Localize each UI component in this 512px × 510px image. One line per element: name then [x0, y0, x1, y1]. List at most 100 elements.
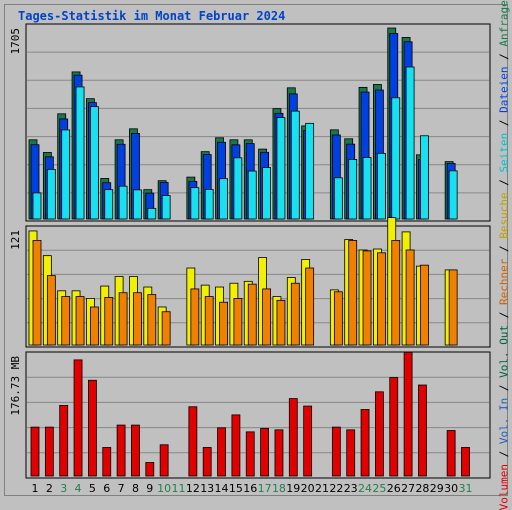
- legend-entry: Dateien: [497, 66, 511, 113]
- legend-entry: Vol. In: [497, 397, 511, 445]
- legend-entry: Vol. Out: [497, 324, 511, 378]
- day-label: 24: [358, 482, 372, 495]
- bar-seiten-5: [90, 106, 99, 220]
- bar-seiten-16: [247, 170, 257, 220]
- bar-volumen-18: [274, 429, 284, 477]
- bar-volumen-4: [73, 359, 83, 477]
- day-label: 4: [75, 482, 82, 495]
- bar-rechner-2: [46, 275, 56, 346]
- bar-seiten-23: [348, 159, 358, 220]
- bar-volumen-7: [116, 424, 126, 477]
- legend-entry: /: [497, 444, 511, 464]
- day-label: 15: [229, 482, 243, 495]
- day-label: 18: [272, 482, 286, 495]
- bar-seiten-9: [147, 207, 157, 220]
- bar-seiten-13: [204, 189, 214, 220]
- bar-rechner-14: [219, 301, 228, 346]
- bar-rechner-17: [262, 288, 272, 346]
- bar-volumen-22: [331, 426, 341, 477]
- day-label: 3: [60, 482, 67, 495]
- legend-entry: Volumen: [497, 463, 511, 510]
- day-label: 25: [372, 482, 386, 495]
- bar-volumen-2: [44, 426, 54, 477]
- day-label: 22: [329, 482, 343, 495]
- bar-rechner-19: [290, 282, 300, 346]
- bar-volumen-16: [245, 431, 255, 477]
- bar-rechner-3: [61, 296, 71, 346]
- bar-seiten-10: [161, 195, 171, 220]
- day-label: 20: [301, 482, 315, 495]
- y-max-label: 176.73 MB: [9, 356, 22, 416]
- day-label: 19: [286, 482, 300, 495]
- bar-volumen-23: [346, 429, 356, 477]
- legend-text: Volumen / Vol. In / Vol. Out / Rechner /…: [498, 0, 511, 510]
- day-label: 16: [243, 482, 257, 495]
- legend-entry: /: [497, 112, 511, 133]
- y-max-label: 1705: [9, 28, 22, 55]
- bar-rechner-15: [233, 298, 243, 346]
- bar-volumen-3: [59, 404, 69, 477]
- bar-volumen-10: [159, 444, 169, 477]
- bar-seiten-7: [118, 185, 128, 220]
- bar-seiten-2: [46, 169, 56, 220]
- bar-seiten-22: [333, 177, 343, 220]
- day-label: 29: [430, 482, 444, 495]
- bar-volumen-8: [131, 424, 140, 477]
- bar-volumen-27: [403, 352, 413, 477]
- bar-rechner-30: [448, 269, 458, 346]
- legend: Volumen / Vol. In / Vol. Out / Rechner /…: [496, 0, 512, 510]
- page-title: Tages-Statistik im Monat Februar 2024: [18, 9, 286, 23]
- bar-seiten-30: [448, 170, 458, 220]
- day-label: 28: [415, 482, 429, 495]
- day-label: 11: [172, 482, 186, 495]
- bar-seiten-15: [233, 157, 243, 220]
- bar-volumen-1: [30, 426, 40, 477]
- bar-rechner-25: [376, 252, 386, 346]
- day-label: 1: [32, 482, 39, 495]
- bar-volumen-28: [418, 384, 427, 477]
- outer-frame: [4, 4, 508, 496]
- bar-rechner-6: [104, 297, 114, 346]
- legend-entry: /: [497, 172, 511, 193]
- bar-volumen-19: [288, 398, 298, 477]
- day-label: 5: [89, 482, 96, 495]
- bar-seiten-1: [32, 192, 42, 220]
- day-label: 27: [401, 482, 415, 495]
- bar-seiten-27: [405, 66, 415, 220]
- bar-volumen-14: [217, 427, 226, 477]
- legend-entry: /: [497, 304, 511, 325]
- legend-entry: Besuche: [497, 192, 511, 239]
- day-label: 6: [103, 482, 110, 495]
- day-label: 30: [444, 482, 458, 495]
- legend-entry: Rechner: [497, 258, 511, 305]
- bar-volumen-31: [461, 447, 470, 477]
- bar-volumen-25: [374, 391, 384, 477]
- bar-seiten-3: [61, 129, 71, 220]
- bar-volumen-24: [360, 409, 370, 477]
- day-label: 23: [344, 482, 358, 495]
- day-label: 2: [46, 482, 53, 495]
- bar-rechner-27: [405, 249, 415, 346]
- bar-seiten-4: [75, 86, 85, 220]
- bar-volumen-20: [303, 405, 313, 477]
- bar-rechner-10: [161, 311, 171, 346]
- bar-seiten-19: [290, 110, 300, 220]
- bar-rechner-24: [362, 250, 372, 346]
- bar-rechner-7: [118, 292, 128, 346]
- bar-seiten-12: [190, 187, 200, 220]
- bar-volumen-13: [202, 447, 212, 477]
- day-label: 17: [258, 482, 272, 495]
- bar-seiten-26: [391, 97, 401, 220]
- day-label: 21: [315, 482, 329, 495]
- legend-entry: Anfragen: [497, 0, 511, 47]
- bar-volumen-30: [446, 430, 456, 477]
- bar-volumen-12: [188, 406, 198, 477]
- bar-volumen-17: [260, 428, 270, 477]
- legend-entry: /: [497, 238, 511, 259]
- bar-seiten-20: [305, 122, 315, 220]
- bar-seiten-28: [420, 135, 429, 220]
- bar-rechner-16: [247, 283, 257, 346]
- bar-seiten-8: [133, 189, 142, 220]
- day-label: 7: [118, 482, 125, 495]
- bar-seiten-18: [276, 117, 286, 220]
